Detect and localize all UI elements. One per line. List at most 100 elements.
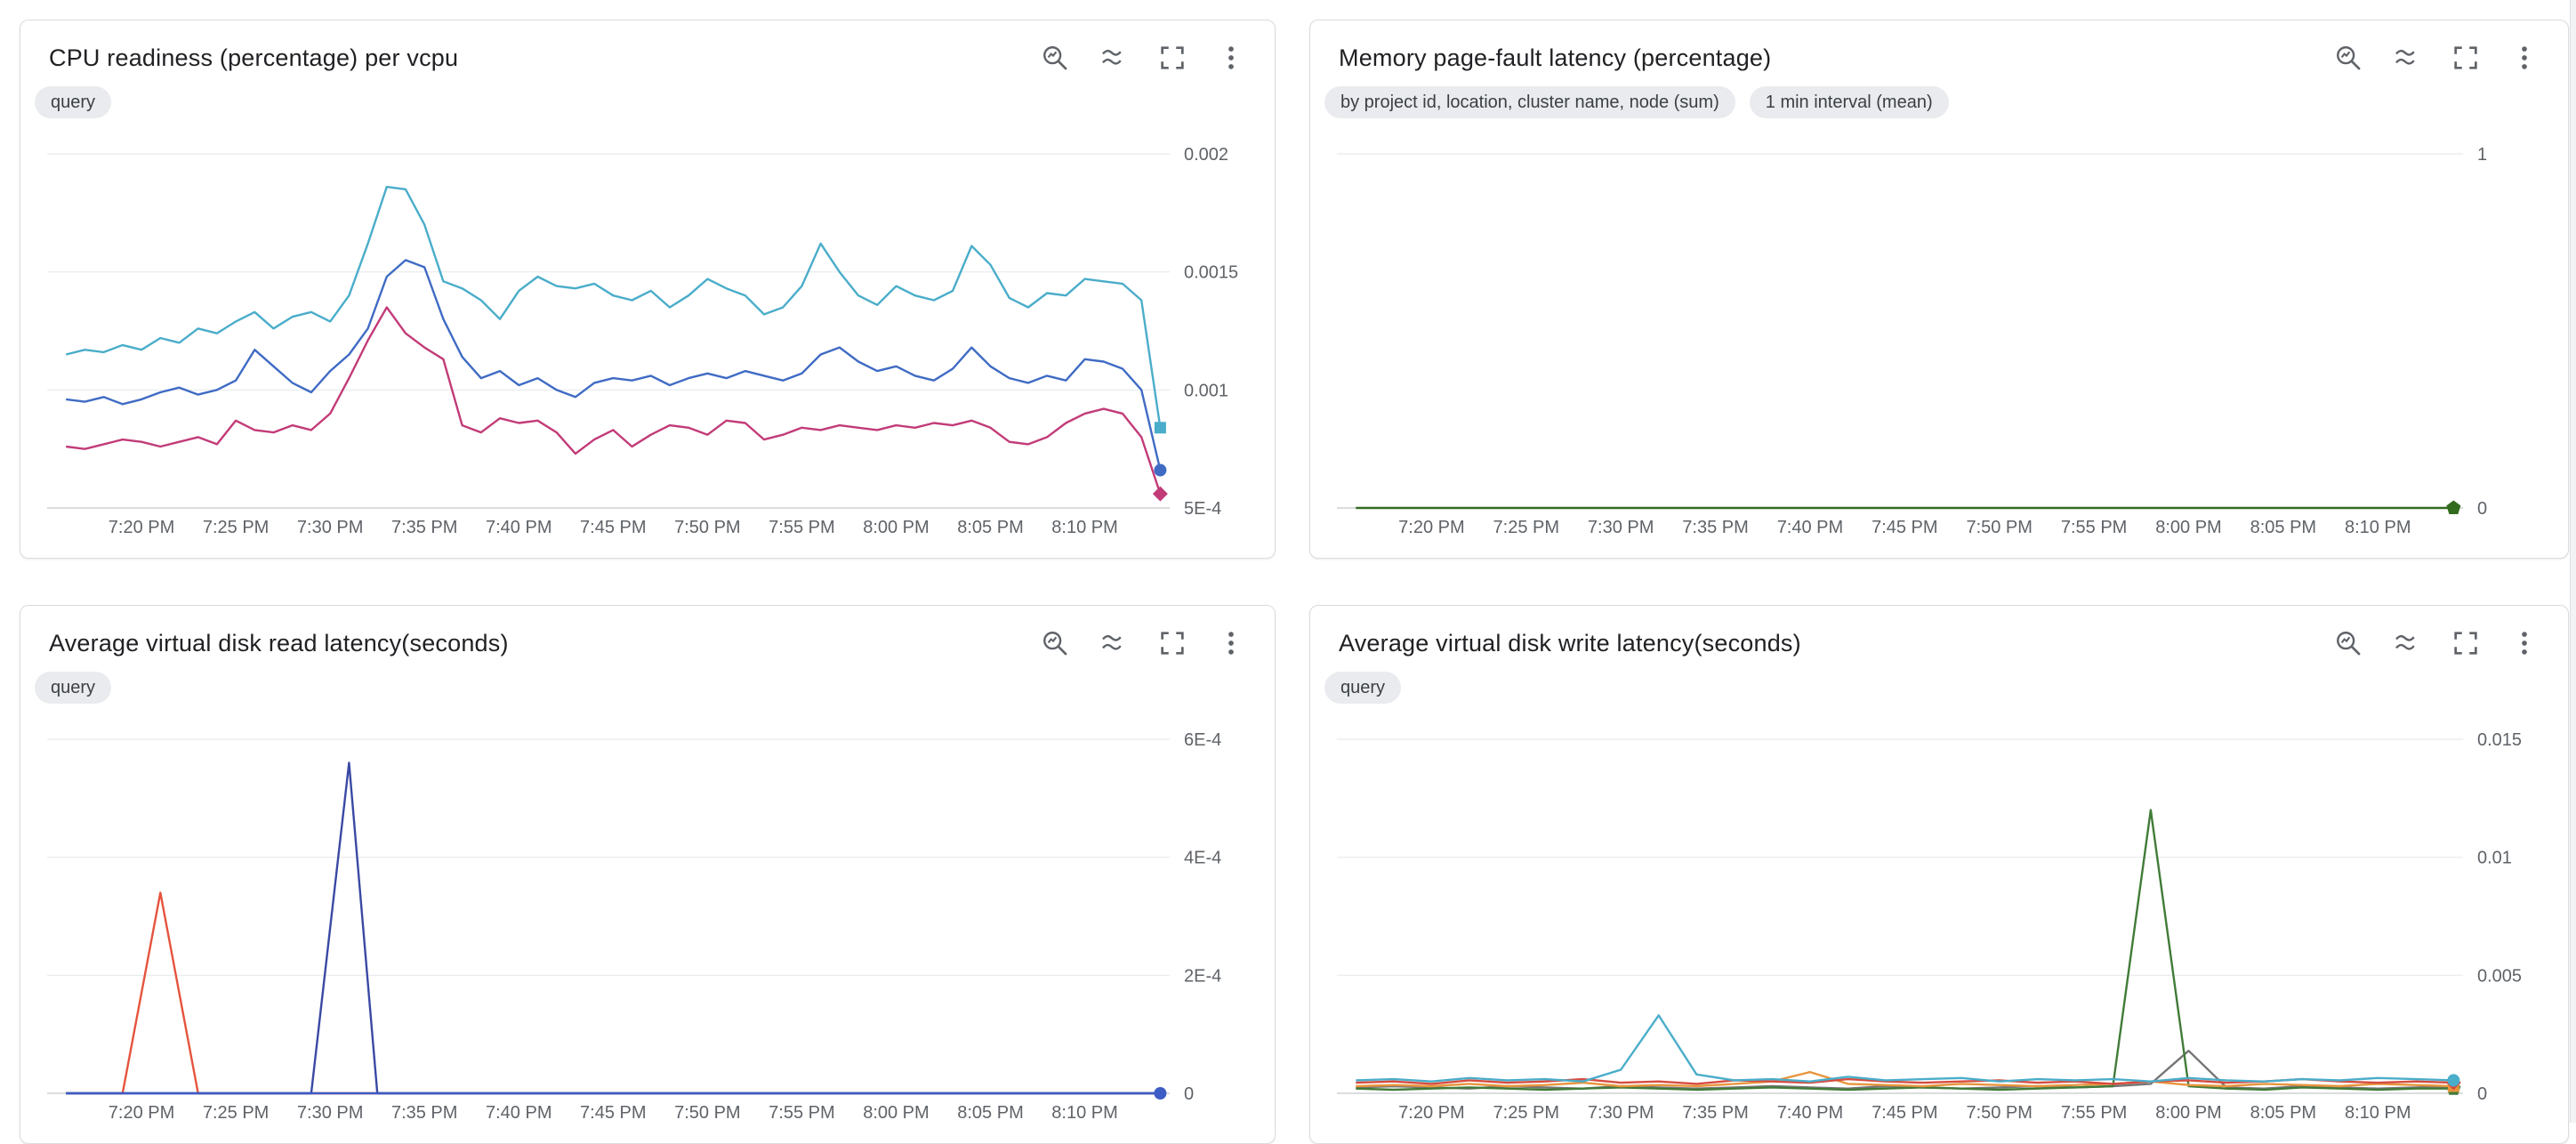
chips-row: query: [1310, 659, 2568, 704]
waves-icon[interactable]: [2390, 41, 2424, 75]
svg-text:0: 0: [1184, 1084, 1194, 1104]
svg-text:8:00 PM: 8:00 PM: [2155, 1103, 2221, 1123]
fullscreen-icon[interactable]: [2449, 41, 2483, 75]
svg-text:7:35 PM: 7:35 PM: [1682, 1103, 1748, 1123]
line-chart[interactable]: 0 0.005 0.01 0.015 7:20 PM 7:25 PM 7:30 PM 7:35…: [1310, 707, 2568, 1143]
filter-chip[interactable]: query: [1324, 672, 1402, 704]
svg-text:0.005: 0.005: [2477, 966, 2522, 986]
svg-text:7:35 PM: 7:35 PM: [391, 1103, 457, 1123]
chart-area: 0 1 7:20 PM 7:25 PM 7:30 PM 7:35 PM 7:40 PM 7:4…: [1310, 122, 2568, 558]
panel-title: Average virtual disk read latency(second…: [49, 629, 509, 657]
svg-text:1: 1: [2477, 145, 2487, 165]
chart-panel: Average virtual disk write latency(secon…: [1309, 605, 2569, 1144]
fullscreen-icon[interactable]: [2449, 626, 2483, 660]
svg-text:7:55 PM: 7:55 PM: [2061, 1103, 2127, 1123]
svg-text:0.002: 0.002: [1184, 145, 1228, 165]
svg-text:8:00 PM: 8:00 PM: [863, 518, 929, 537]
line-chart[interactable]: 0 2E-4 4E-4 6E-4 7:20 PM 7:25 PM 7:30 PM 7:35 P…: [20, 707, 1275, 1143]
svg-text:7:55 PM: 7:55 PM: [769, 1103, 834, 1123]
svg-text:7:50 PM: 7:50 PM: [674, 518, 740, 537]
filter-chip[interactable]: by project id, location, cluster name, n…: [1324, 86, 1735, 118]
svg-text:8:05 PM: 8:05 PM: [2250, 1103, 2316, 1123]
svg-text:7:50 PM: 7:50 PM: [1966, 518, 2032, 537]
svg-text:7:30 PM: 7:30 PM: [297, 518, 363, 537]
panel-header: Average virtual disk read latency(second…: [20, 606, 1275, 659]
panel-header: Memory page-fault latency (percentage): [1310, 20, 2568, 74]
svg-text:6E-4: 6E-4: [1184, 730, 1221, 750]
svg-text:7:45 PM: 7:45 PM: [580, 518, 646, 537]
panel-title: Average virtual disk write latency(secon…: [1339, 629, 1801, 657]
svg-text:7:30 PM: 7:30 PM: [1588, 1103, 1654, 1123]
more-options-icon[interactable]: [1214, 626, 1248, 660]
svg-text:7:20 PM: 7:20 PM: [109, 518, 174, 537]
filter-chip[interactable]: query: [35, 86, 112, 118]
panel-toolbar: [1038, 41, 1248, 75]
waves-icon[interactable]: [2390, 626, 2424, 660]
svg-text:8:05 PM: 8:05 PM: [2250, 518, 2316, 537]
more-options-icon[interactable]: [2508, 626, 2541, 660]
svg-text:7:25 PM: 7:25 PM: [1493, 518, 1559, 537]
svg-text:0.0015: 0.0015: [1184, 263, 1238, 283]
svg-text:8:10 PM: 8:10 PM: [1051, 518, 1117, 537]
svg-text:4E-4: 4E-4: [1184, 849, 1221, 868]
svg-text:7:20 PM: 7:20 PM: [1398, 1103, 1464, 1123]
more-options-icon[interactable]: [2508, 41, 2541, 75]
svg-text:7:45 PM: 7:45 PM: [1872, 1103, 1937, 1123]
svg-text:8:00 PM: 8:00 PM: [863, 1103, 929, 1123]
panel-toolbar: [2331, 626, 2541, 660]
svg-text:0.001: 0.001: [1184, 381, 1228, 400]
svg-text:7:35 PM: 7:35 PM: [391, 518, 457, 537]
chips-row: query: [20, 659, 1275, 704]
zoom-chart-icon[interactable]: [1038, 626, 1072, 660]
filter-chip[interactable]: 1 min interval (mean): [1749, 86, 1949, 118]
waves-icon[interactable]: [1097, 41, 1131, 75]
svg-text:2E-4: 2E-4: [1184, 966, 1221, 986]
zoom-chart-icon[interactable]: [2331, 41, 2365, 75]
svg-text:7:50 PM: 7:50 PM: [674, 1103, 740, 1123]
svg-text:7:55 PM: 7:55 PM: [2061, 518, 2127, 537]
vertical-scrollbar[interactable]: [2570, 0, 2576, 1123]
svg-text:8:00 PM: 8:00 PM: [2155, 518, 2221, 537]
svg-text:7:40 PM: 7:40 PM: [486, 518, 551, 537]
chart-panel: CPU readiness (percentage) per vcpu: [20, 20, 1276, 559]
svg-text:7:30 PM: 7:30 PM: [1588, 518, 1654, 537]
svg-text:0: 0: [2477, 499, 2487, 519]
svg-text:5E-4: 5E-4: [1184, 499, 1221, 519]
svg-text:7:25 PM: 7:25 PM: [203, 1103, 269, 1123]
chips-row: query: [20, 74, 1275, 118]
fullscreen-icon[interactable]: [1155, 41, 1189, 75]
svg-text:7:20 PM: 7:20 PM: [109, 1103, 174, 1123]
waves-icon[interactable]: [1097, 626, 1131, 660]
panel-title: CPU readiness (percentage) per vcpu: [49, 44, 459, 71]
svg-text:7:25 PM: 7:25 PM: [1493, 1103, 1559, 1123]
chart-panel: Memory page-fault latency (percentage): [1309, 20, 2569, 559]
svg-text:7:50 PM: 7:50 PM: [1966, 1103, 2032, 1123]
svg-text:8:05 PM: 8:05 PM: [957, 1103, 1023, 1123]
chips-row: by project id, location, cluster name, n…: [1310, 74, 2568, 118]
line-chart[interactable]: 5E-4 0.001 0.0015 0.002 7:20 PM 7:25 PM 7:30 P…: [20, 122, 1275, 558]
chart-area: 0 0.005 0.01 0.015 7:20 PM 7:25 PM 7:30 PM 7:35…: [1310, 707, 2568, 1143]
zoom-chart-icon[interactable]: [2331, 626, 2365, 660]
zoom-chart-icon[interactable]: [1038, 41, 1072, 75]
panel-header: CPU readiness (percentage) per vcpu: [20, 20, 1275, 74]
line-chart[interactable]: 0 1 7:20 PM 7:25 PM 7:30 PM 7:35 PM 7:40 PM 7:4…: [1310, 122, 2568, 558]
more-options-icon[interactable]: [1214, 41, 1248, 75]
panel-toolbar: [1038, 626, 1248, 660]
svg-text:8:10 PM: 8:10 PM: [2345, 518, 2411, 537]
svg-text:7:40 PM: 7:40 PM: [1777, 518, 1843, 537]
chart-panel: Average virtual disk read latency(second…: [20, 605, 1276, 1144]
filter-chip[interactable]: query: [35, 672, 112, 704]
svg-text:7:55 PM: 7:55 PM: [769, 518, 834, 537]
svg-text:7:25 PM: 7:25 PM: [203, 518, 269, 537]
svg-text:7:40 PM: 7:40 PM: [486, 1103, 551, 1123]
fullscreen-icon[interactable]: [1155, 626, 1189, 660]
svg-text:8:10 PM: 8:10 PM: [1051, 1103, 1117, 1123]
svg-text:7:45 PM: 7:45 PM: [580, 1103, 646, 1123]
panel-title: Memory page-fault latency (percentage): [1339, 44, 1772, 71]
chart-area: 5E-4 0.001 0.0015 0.002 7:20 PM 7:25 PM 7:30 P…: [20, 122, 1275, 558]
svg-text:7:30 PM: 7:30 PM: [297, 1103, 363, 1123]
svg-text:0: 0: [2477, 1084, 2487, 1104]
svg-text:7:45 PM: 7:45 PM: [1872, 518, 1937, 537]
svg-text:7:20 PM: 7:20 PM: [1398, 518, 1464, 537]
